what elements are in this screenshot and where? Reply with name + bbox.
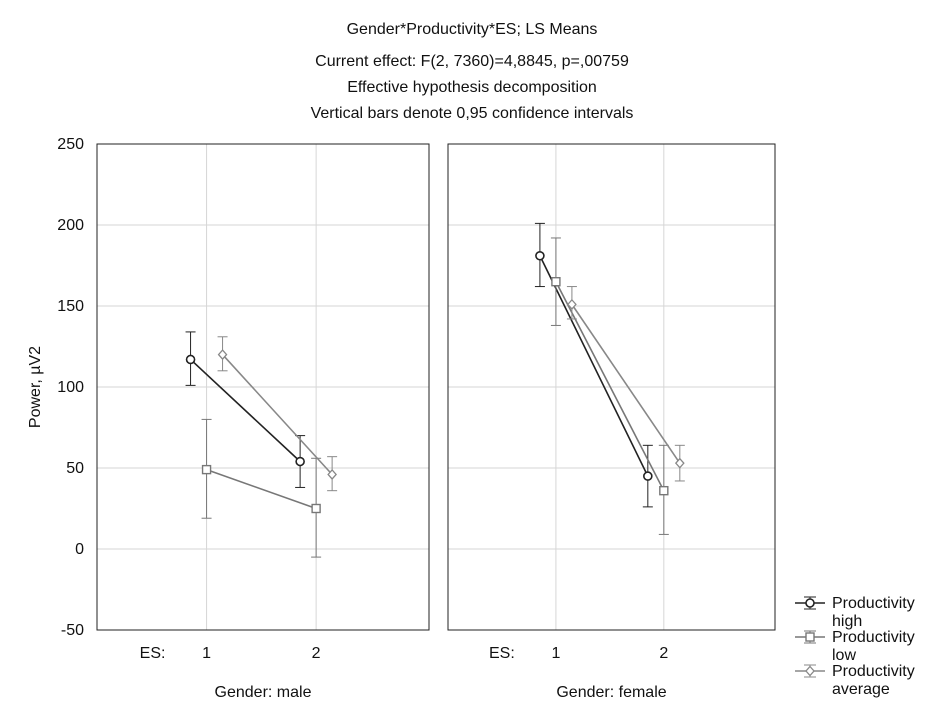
- series-line: [555, 281, 665, 492]
- plot-frame: [96, 143, 430, 631]
- square-marker: [311, 503, 321, 514]
- legend-sublabel: average: [832, 681, 890, 698]
- circle-marker: [185, 354, 196, 365]
- square-marker: [659, 485, 669, 496]
- panel-label: Gender: female: [556, 684, 666, 701]
- series-productivity-average: [217, 336, 338, 492]
- legend-label: Productivity: [832, 595, 915, 612]
- circle-marker: [805, 598, 815, 608]
- x-tick-label: 1: [202, 645, 211, 662]
- square-marker: [201, 464, 212, 475]
- series-line: [221, 354, 333, 476]
- circle-marker: [535, 250, 545, 261]
- legend: ProductivityhighProductivitylowProductiv…: [795, 595, 915, 698]
- diamond-marker: [217, 349, 228, 361]
- legend-sublabel: high: [832, 613, 862, 630]
- square-marker: [805, 632, 815, 642]
- y-tick-label: 250: [57, 136, 84, 153]
- x-factor-label: ES:: [489, 645, 515, 662]
- series-productivity-high: [185, 331, 306, 488]
- circle-marker: [295, 456, 305, 467]
- y-axis-ticks: 250 200 150 100 50 0 -50: [57, 136, 84, 639]
- legend-sublabel: low: [832, 647, 856, 664]
- y-tick-label: 100: [57, 379, 84, 396]
- chart-subtitle-effect: Current effect: F(2, 7360)=4,8845, p=,00…: [315, 53, 629, 70]
- panel-male: ES: 1 2 Gender: male: [96, 143, 430, 701]
- series-productivity-average: [566, 286, 685, 482]
- panel-label: Gender: male: [215, 684, 312, 701]
- series-line: [539, 255, 649, 477]
- diamond-marker: [674, 457, 685, 469]
- y-tick-label: 0: [75, 541, 84, 558]
- square-marker: [551, 277, 561, 287]
- series-line: [190, 358, 301, 463]
- y-tick-label: 50: [66, 460, 84, 477]
- chart-title-block: Gender*Productivity*ES; LS Means Current…: [311, 21, 634, 122]
- x-tick-label: 1: [551, 645, 560, 662]
- legend-label: Productivity: [832, 629, 915, 646]
- y-tick-label: 200: [57, 217, 84, 234]
- x-tick-label: 2: [312, 645, 321, 662]
- series-productivity-high: [534, 222, 653, 508]
- series-productivity-low: [550, 237, 669, 535]
- diamond-marker: [327, 469, 337, 480]
- diamond-marker: [805, 665, 815, 677]
- x-tick-label: 2: [659, 645, 668, 662]
- panel-female: ES: 1 2 Gender: female: [447, 143, 776, 701]
- chart-panels: ES: 1 2 Gender: male ES: 1 2 Gender: female: [96, 143, 776, 701]
- chart-subtitle-ci-note: Vertical bars denote 0,95 confidence int…: [311, 105, 634, 122]
- chart-title: Gender*Productivity*ES; LS Means: [347, 21, 598, 38]
- series-line: [206, 468, 317, 510]
- series-productivity-low: [201, 418, 322, 558]
- y-axis-label: Power, µV2: [27, 346, 44, 428]
- diamond-marker: [567, 298, 577, 310]
- plot-frame: [447, 143, 776, 631]
- legend-label: Productivity: [832, 663, 915, 680]
- chart-subtitle-decomposition: Effective hypothesis decomposition: [347, 79, 597, 96]
- y-tick-label: -50: [61, 622, 84, 639]
- series-line: [571, 303, 681, 464]
- x-factor-label: ES:: [140, 645, 166, 662]
- y-tick-label: 150: [57, 298, 84, 315]
- circle-marker: [643, 471, 653, 481]
